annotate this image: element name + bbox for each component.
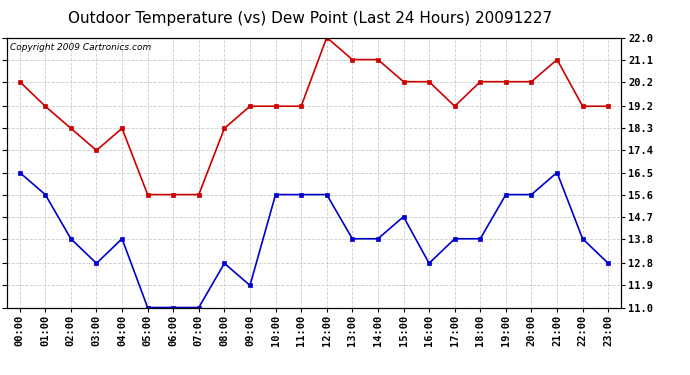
Text: Copyright 2009 Cartronics.com: Copyright 2009 Cartronics.com bbox=[10, 43, 151, 52]
Text: Outdoor Temperature (vs) Dew Point (Last 24 Hours) 20091227: Outdoor Temperature (vs) Dew Point (Last… bbox=[68, 11, 553, 26]
